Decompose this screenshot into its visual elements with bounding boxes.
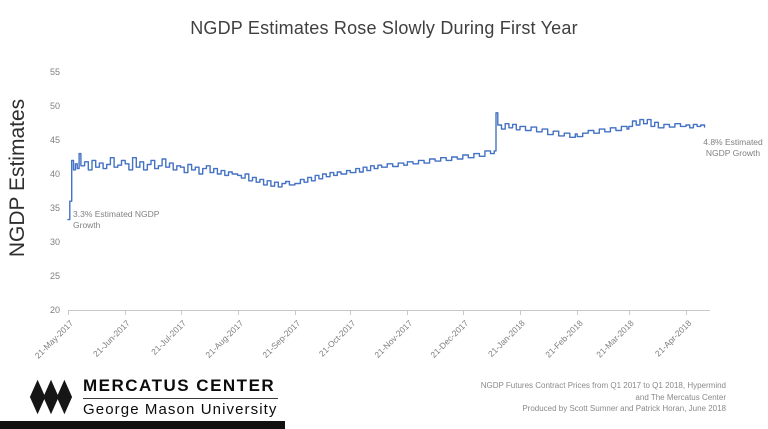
x-tick-label: 21-Sep-2017 — [260, 318, 302, 360]
x-tick-label: 21-Jul-2017 — [148, 318, 188, 357]
y-axis-labels: 20 25 30 35 40 45 50 55 — [30, 67, 60, 315]
start-annotation-line1: 3.3% Estimated NGDP — [73, 209, 160, 219]
x-tick-label: 21-Nov-2017 — [372, 318, 415, 360]
x-tick-label: 21-Oct-2017 — [316, 318, 358, 359]
plot-area — [67, 72, 710, 315]
x-tick-mark — [180, 311, 182, 315]
x-tick-label: 21-Apr-2018 — [652, 318, 694, 359]
x-tick-mark — [462, 311, 464, 315]
org-name: MERCATUS CENTER — [83, 376, 276, 395]
x-tick-mark — [628, 311, 630, 315]
credit-line-2: and The Mercatus Center — [635, 392, 726, 402]
x-tick-marks — [68, 72, 710, 315]
y-tick-label: 55 — [49, 66, 60, 77]
x-tick-label: 21-Feb-2018 — [542, 318, 585, 360]
x-tick-mark — [125, 311, 127, 315]
y-tick-label: 45 — [49, 134, 60, 145]
mercatus-logo: MERCATUS CENTER George Mason University — [28, 376, 278, 418]
chart-title: NGDP Estimates Rose Slowly During First … — [190, 18, 578, 38]
y-tick-label: 30 — [49, 236, 60, 247]
start-annotation-line2: Growth — [73, 220, 101, 230]
mercatus-logo-mark-icon — [29, 379, 73, 415]
x-tick-label: 21-Mar-2018 — [594, 318, 636, 360]
logo-text: MERCATUS CENTER George Mason University — [83, 376, 278, 418]
y-tick-label: 40 — [49, 168, 60, 179]
logo-divider — [83, 398, 278, 399]
x-tick-mark — [350, 311, 352, 315]
x-tick-mark — [407, 311, 409, 315]
org-subtitle: George Mason University — [83, 401, 278, 418]
credit-line-3: Produced by Scott Sumner and Patrick Hor… — [522, 404, 726, 413]
x-tick-label: 21-Jun-2017 — [91, 318, 133, 359]
y-axis-title: NGDP Estimates — [6, 98, 29, 258]
y-tick-label: 20 — [49, 304, 60, 315]
x-tick-mark — [68, 311, 69, 315]
y-tick-label: 25 — [49, 270, 60, 281]
x-tick-label: 21-Dec-2017 — [428, 318, 470, 360]
x-tick-label: 21-Aug-2017 — [202, 318, 245, 360]
credits: NGDP Futures Contract Prices from Q1 201… — [306, 380, 726, 415]
start-annotation: 3.3% Estimated NGDP Growth — [73, 209, 159, 231]
x-tick-mark — [519, 311, 521, 315]
x-tick-label: 21-May-2017 — [32, 318, 76, 361]
x-tick-label: 21-Jan-2018 — [486, 318, 528, 359]
end-annotation-line1: 4.8% Estimated — [703, 137, 763, 147]
x-tick-mark — [237, 311, 239, 315]
y-tick-label: 50 — [49, 100, 60, 111]
x-tick-mark — [577, 311, 579, 315]
end-annotation: 4.8% Estimated NGDP Growth — [700, 137, 766, 159]
x-tick-mark — [294, 311, 296, 315]
credit-line-1: NGDP Futures Contract Prices from Q1 201… — [480, 381, 726, 390]
series-path — [67, 112, 706, 221]
chart-canvas — [67, 112, 706, 221]
end-annotation-line2: NGDP Growth — [705, 148, 761, 158]
y-tick-label: 35 — [49, 202, 60, 213]
footer-bar — [0, 421, 285, 429]
x-axis-labels: 21-May-2017 21-Jun-2017 21-Jul-2017 21-Aug-… — [33, 312, 710, 382]
x-tick-mark — [686, 311, 688, 315]
